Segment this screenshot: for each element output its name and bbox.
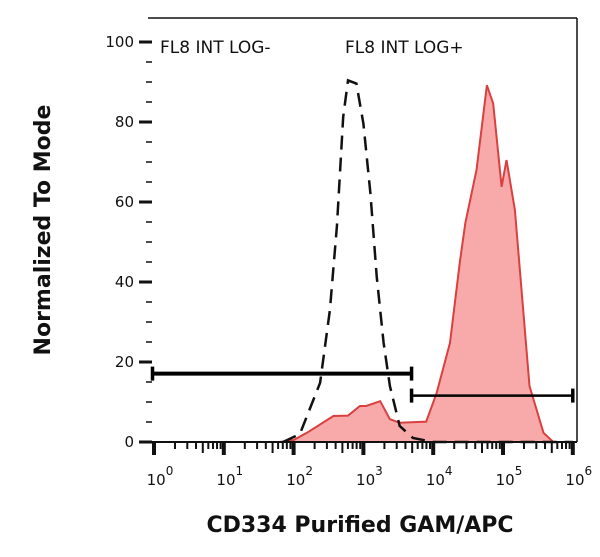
x-tick-label: 104 (426, 464, 453, 489)
filled-histogram-area (154, 85, 573, 442)
y-tick-label: 20 (115, 353, 134, 371)
x-tick-label: 105 (496, 464, 523, 489)
control-histogram-dashed-line (282, 78, 573, 444)
y-tick-label: 60 (115, 193, 134, 211)
filled-histogram-line (154, 84, 573, 443)
y-tick-label: 80 (115, 113, 134, 131)
x-tick-label: 106 (565, 464, 592, 489)
y-tick-label: 0 (124, 433, 134, 451)
x-axis-title: CD334 Purified GAM/APC (206, 513, 513, 538)
x-tick-label: 102 (286, 464, 313, 489)
x-tick-label: 103 (356, 464, 383, 489)
gate-label: FL8 INT LOG- (160, 38, 271, 58)
y-tick-label: 100 (105, 33, 134, 51)
x-tick-label: 100 (147, 464, 174, 489)
x-tick-label: 101 (216, 464, 243, 489)
y-axis-title: Normalized To Mode (31, 105, 56, 356)
y-tick-label: 40 (115, 273, 134, 291)
gate-label: FL8 INT LOG+ (345, 38, 464, 58)
